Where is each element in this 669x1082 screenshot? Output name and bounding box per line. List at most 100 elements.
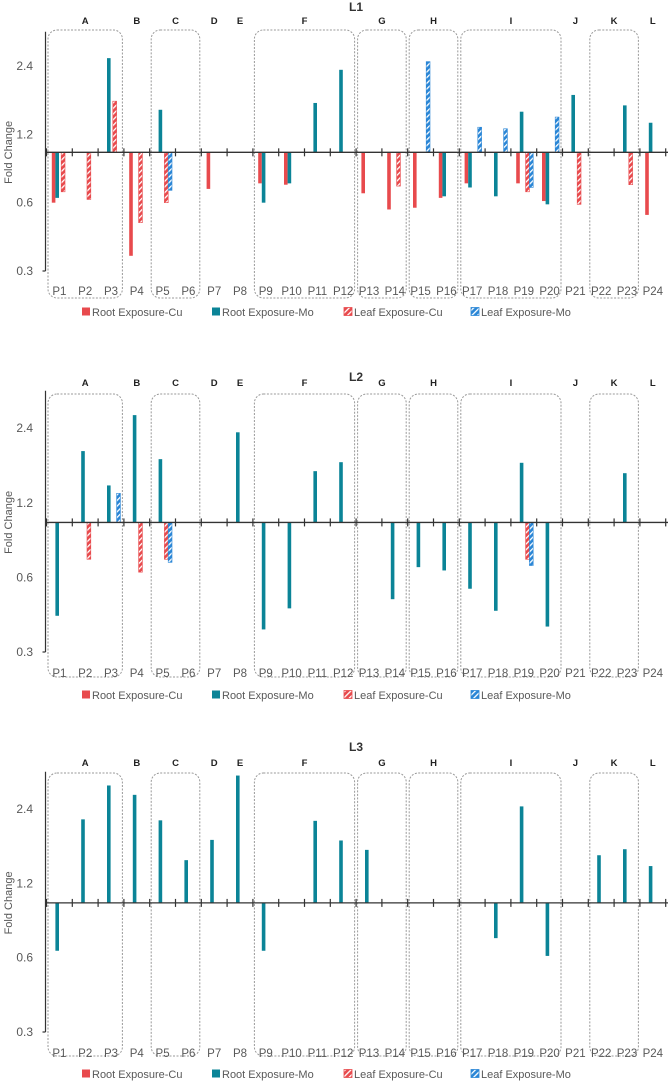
bar-root-mo-p3 (107, 485, 111, 523)
category-label: P10 (281, 668, 301, 680)
category-label: P23 (617, 286, 637, 298)
group-box-a (47, 772, 123, 1057)
bar-root-mo-p3 (107, 58, 111, 153)
group-box-c (150, 393, 201, 678)
legend-swatch-leaf-cu (343, 307, 353, 316)
group-box-g (357, 393, 407, 678)
bar-leaf-cu-p3 (112, 100, 117, 153)
y-tick-label: 1.2 (16, 876, 33, 890)
category-label: P3 (104, 1048, 118, 1060)
category-label: P14 (385, 668, 406, 680)
category-label: P20 (539, 668, 559, 680)
bar-root-mo-p4 (132, 794, 137, 903)
category-label: P13 (359, 286, 379, 298)
bar-root-mo-p1 (55, 902, 59, 951)
category-label: P24 (643, 668, 664, 680)
bar-leaf-cu-p5 (164, 522, 169, 560)
category-label: P12 (333, 1048, 353, 1060)
group-letter: K (611, 758, 618, 769)
bar-root-mo-p12 (339, 69, 343, 153)
group-box-g (357, 29, 407, 299)
bar-root-cu-p4 (129, 152, 133, 256)
bar-root-cu-p14 (387, 152, 391, 210)
group-box-i (460, 772, 562, 1057)
y-tick-label: 2.4 (16, 421, 33, 435)
group-letter: A (82, 378, 89, 389)
bar-root-mo-p6 (184, 860, 188, 903)
legend-label: Root Exposure-Cu (92, 307, 183, 319)
category-label: P4 (130, 668, 145, 680)
group-letter: J (573, 16, 578, 27)
group-letter: F (302, 378, 308, 389)
category-label: P15 (410, 668, 430, 680)
bar-root-cu-p10 (284, 152, 288, 185)
bar-root-mo-p17 (468, 522, 472, 589)
bar-leaf-mo-p5 (167, 152, 173, 191)
legend-label: Leaf Exposure-Cu (354, 307, 443, 319)
bar-root-cu-p1 (51, 152, 56, 203)
group-letter: J (573, 378, 578, 389)
bar-root-mo-p7 (210, 839, 214, 903)
category-label: P19 (514, 668, 534, 680)
category-label: P15 (410, 1048, 430, 1060)
category-label: P6 (181, 286, 195, 298)
panel-title: L2 (349, 370, 363, 384)
bar-root-mo-p19 (519, 111, 524, 153)
panel-title: L1 (349, 0, 363, 14)
category-label: P22 (591, 286, 611, 298)
bar-root-mo-p17 (468, 152, 472, 188)
bar-leaf-cu-p5 (164, 152, 169, 203)
bar-leaf-mo-p17 (477, 126, 482, 153)
y-tick-label: 0.6 (16, 196, 33, 210)
category-label: P24 (643, 286, 664, 298)
category-label: P18 (488, 1048, 508, 1060)
group-letter: K (611, 16, 618, 27)
bar-root-mo-p2 (81, 451, 85, 523)
category-label: P5 (156, 1048, 170, 1060)
legend-label: Root Exposure-Cu (92, 1069, 183, 1081)
category-label: P9 (259, 286, 273, 298)
category-label: P18 (488, 286, 508, 298)
category-label: P1 (52, 1048, 66, 1060)
group-letter: D (211, 16, 218, 27)
bar-root-mo-p11 (313, 471, 317, 523)
category-label: P19 (514, 1048, 534, 1060)
group-letter: B (133, 758, 140, 769)
bar-leaf-cu-p19 (525, 152, 530, 193)
category-label: P5 (156, 286, 170, 298)
category-label: P17 (462, 286, 482, 298)
legend-label: Leaf Exposure-Mo (481, 307, 571, 319)
group-letter: C (172, 16, 179, 27)
group-letter: H (430, 378, 437, 389)
bar-root-mo-p20 (545, 522, 550, 627)
category-label: P5 (156, 668, 170, 680)
bar-root-mo-p24 (648, 866, 653, 903)
bar-root-cu-p15 (413, 152, 417, 208)
legend-swatch-root-cu (82, 1069, 90, 1078)
category-label: P4 (130, 286, 145, 298)
bar-root-mo-p19 (519, 806, 524, 903)
category-label: P10 (281, 286, 301, 298)
bar-leaf-cu-p21 (576, 152, 582, 205)
group-letter: E (237, 16, 243, 27)
group-letter: G (378, 758, 385, 769)
bar-root-mo-p16 (442, 152, 446, 197)
category-label: P21 (565, 1048, 585, 1060)
bar-root-mo-p18 (494, 902, 498, 939)
group-letter: K (611, 378, 618, 389)
legend-label: Root Exposure-Mo (222, 690, 314, 702)
group-box-g (357, 772, 407, 1057)
bar-leaf-mo-p19 (529, 522, 534, 566)
group-letter: B (133, 378, 140, 389)
category-label: P3 (104, 668, 118, 680)
bar-root-mo-p10 (287, 522, 292, 609)
y-axis-title: Fold Change (3, 871, 15, 934)
category-label: P18 (488, 668, 508, 680)
category-label: P15 (410, 286, 430, 298)
y-tick-label: 0.6 (16, 951, 33, 965)
group-box-a (47, 393, 123, 678)
bar-root-mo-p9 (261, 902, 266, 951)
bar-root-cu-p17 (464, 152, 469, 184)
bar-leaf-cu-p23 (628, 152, 633, 186)
bar-root-mo-p13 (365, 849, 369, 903)
